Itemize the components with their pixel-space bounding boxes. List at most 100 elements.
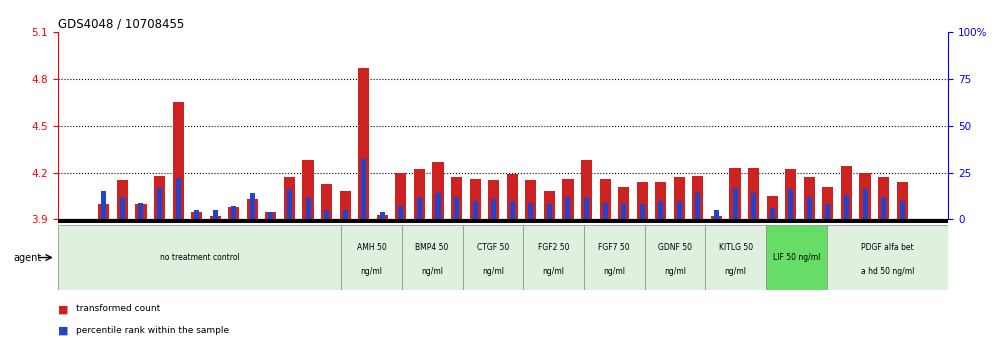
Text: ng/ml: ng/ml (361, 267, 382, 276)
Bar (191, 212, 202, 219)
Text: ■: ■ (58, 326, 69, 336)
Bar (473, 201, 478, 219)
Text: a hd 50 ng/ml: a hd 50 ng/ml (861, 267, 914, 276)
Bar (265, 212, 277, 219)
Bar (213, 210, 218, 219)
Bar (228, 207, 239, 219)
Bar (844, 195, 849, 219)
Bar (878, 177, 889, 219)
Text: ng/ml: ng/ml (482, 267, 504, 276)
Bar (194, 210, 199, 219)
Bar (644, 225, 705, 290)
Bar (677, 201, 682, 219)
Text: percentile rank within the sample: percentile rank within the sample (76, 326, 229, 335)
Bar (655, 182, 666, 219)
Bar (639, 205, 644, 219)
Bar (788, 189, 793, 219)
Bar (767, 196, 778, 219)
Bar (154, 176, 165, 219)
Bar (321, 183, 333, 219)
Bar (581, 160, 592, 219)
Bar (692, 176, 703, 219)
Bar (544, 191, 555, 219)
Bar (231, 206, 236, 219)
Text: AMH 50: AMH 50 (357, 243, 386, 252)
Bar (175, 178, 180, 219)
Bar (603, 202, 608, 219)
Bar (584, 197, 589, 219)
Bar (324, 210, 329, 219)
Bar (619, 187, 629, 219)
Bar (714, 210, 719, 219)
Bar (398, 206, 403, 219)
Text: PDGF alfa bet: PDGF alfa bet (862, 243, 913, 252)
Bar (432, 162, 443, 219)
Bar (488, 181, 499, 219)
Bar (807, 197, 812, 219)
Bar (729, 168, 741, 219)
Bar (826, 205, 831, 219)
Bar (417, 197, 422, 219)
Bar (287, 189, 292, 219)
Bar (827, 225, 948, 290)
Bar (247, 199, 258, 219)
Bar (510, 201, 515, 219)
Text: GDNF 50: GDNF 50 (658, 243, 692, 252)
Bar (120, 197, 124, 219)
Bar (340, 191, 351, 219)
Bar (896, 182, 907, 219)
Bar (395, 172, 406, 219)
Text: BMP4 50: BMP4 50 (415, 243, 449, 252)
Bar (804, 177, 815, 219)
Bar (376, 215, 387, 219)
Bar (705, 225, 766, 290)
Bar (99, 204, 110, 219)
Bar (711, 216, 722, 219)
Bar (454, 197, 459, 219)
Bar (359, 68, 370, 219)
Text: ng/ml: ng/ml (725, 267, 747, 276)
Bar (172, 102, 183, 219)
Text: agent: agent (13, 252, 41, 263)
Text: ■: ■ (58, 304, 69, 314)
Bar (209, 216, 221, 219)
Text: FGF7 50: FGF7 50 (599, 243, 630, 252)
Bar (785, 170, 797, 219)
Text: ng/ml: ng/ml (664, 267, 686, 276)
Bar (138, 202, 143, 219)
Text: ng/ml: ng/ml (421, 267, 443, 276)
Bar (547, 205, 552, 219)
Bar (695, 193, 700, 219)
Text: ng/ml: ng/ml (604, 267, 625, 276)
Text: no treatment control: no treatment control (159, 253, 239, 262)
Bar (525, 181, 537, 219)
Bar (523, 225, 584, 290)
Text: LIF 50 ng/ml: LIF 50 ng/ml (773, 253, 820, 262)
Bar (636, 182, 647, 219)
Bar (343, 210, 348, 219)
Bar (135, 204, 146, 219)
Bar (451, 177, 462, 219)
Bar (748, 168, 759, 219)
Bar (58, 225, 341, 290)
Bar (341, 225, 401, 290)
Bar (566, 197, 571, 219)
Bar (766, 225, 827, 290)
Bar (491, 199, 496, 219)
Bar (528, 202, 533, 219)
Text: CTGF 50: CTGF 50 (477, 243, 509, 252)
Bar (268, 212, 274, 219)
Bar (469, 179, 481, 219)
Bar (673, 177, 685, 219)
Bar (622, 202, 626, 219)
Bar (732, 188, 738, 219)
Text: GDS4048 / 10708455: GDS4048 / 10708455 (58, 18, 184, 31)
Bar (899, 201, 904, 219)
Bar (303, 160, 314, 219)
Bar (507, 174, 518, 219)
Bar (157, 188, 162, 219)
Bar (462, 225, 523, 290)
Bar (362, 159, 367, 219)
Text: KITLG 50: KITLG 50 (719, 243, 753, 252)
Bar (584, 225, 644, 290)
